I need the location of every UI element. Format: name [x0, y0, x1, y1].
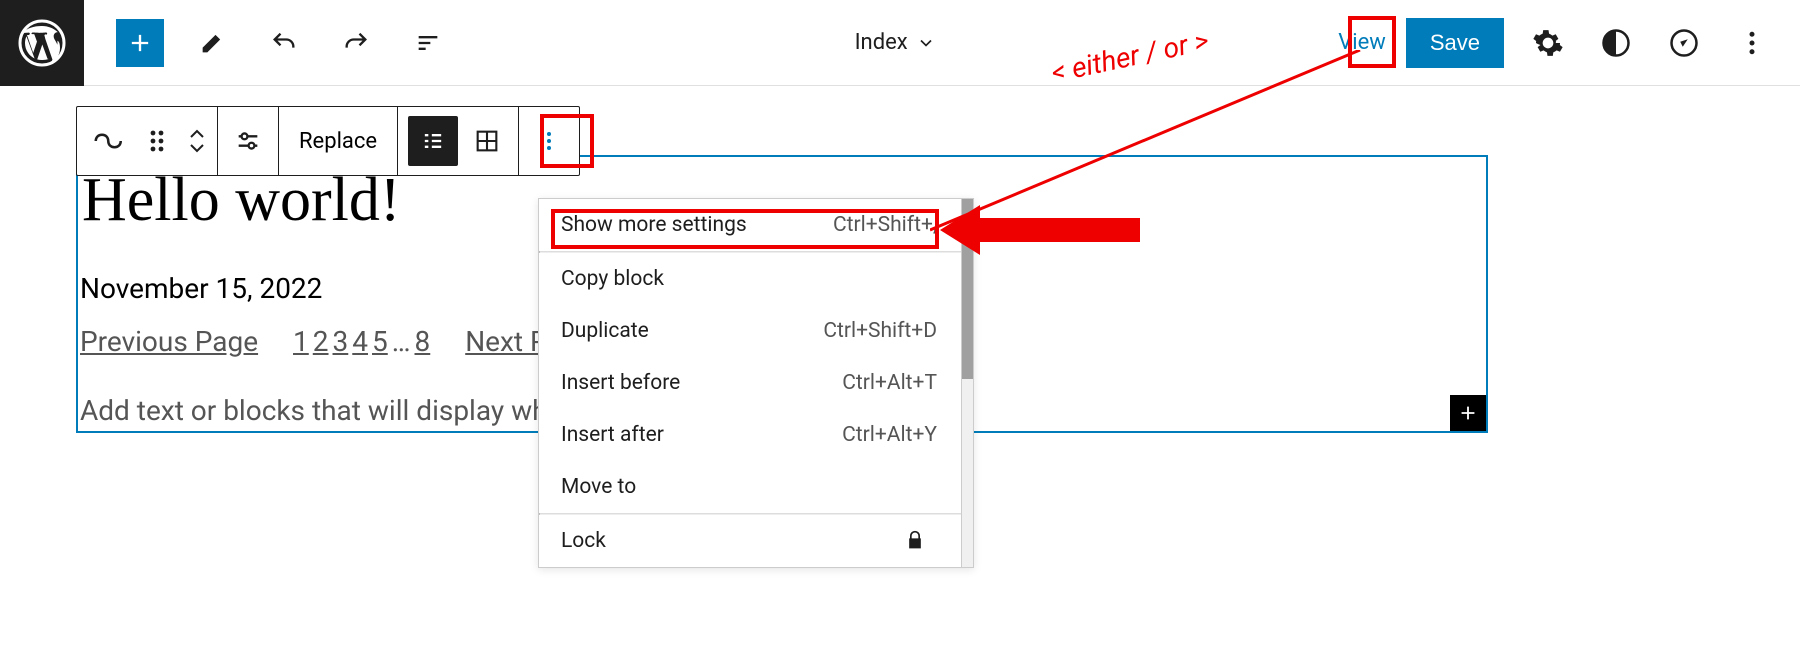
replace-button[interactable]: Replace: [279, 107, 397, 175]
add-block-inline-button[interactable]: [1450, 395, 1486, 431]
menu-show-more-settings[interactable]: Show more settings Ctrl+Shift+,: [539, 199, 973, 251]
block-toolbar: Replace: [76, 106, 580, 176]
page-numbers: 1 2 3 4 5 … 8: [293, 325, 430, 358]
prev-page-link[interactable]: Previous Page: [80, 325, 258, 358]
edit-tool-button[interactable]: [188, 19, 236, 67]
contrast-icon: [1601, 28, 1631, 58]
block-more-button[interactable]: [519, 107, 579, 175]
page-num[interactable]: 5: [372, 325, 388, 358]
drag-handle[interactable]: [137, 107, 177, 175]
menu-lock[interactable]: Lock: [539, 515, 973, 567]
more-vertical-icon: [537, 126, 561, 156]
menu-shortcut: Ctrl+Alt+T: [842, 371, 949, 395]
undo-icon: [270, 29, 298, 57]
menu-label: Move to: [561, 475, 636, 499]
gear-icon: [1532, 27, 1564, 59]
menu-label: Insert after: [561, 423, 664, 447]
document-overview-button[interactable]: [404, 19, 452, 67]
menu-move-to[interactable]: Move to: [539, 461, 973, 513]
grid-layout-icon: [473, 127, 501, 155]
more-vertical-icon: [1737, 28, 1767, 58]
page-ellipsis: …: [392, 325, 411, 358]
menu-label: Show more settings: [561, 213, 747, 237]
display-settings-button[interactable]: [218, 107, 278, 175]
plus-icon: [126, 29, 154, 57]
list-layout-button[interactable]: [408, 116, 458, 166]
more-options-button[interactable]: [1728, 19, 1776, 67]
topbar-left-tools: [84, 19, 452, 67]
chevron-up-icon: [189, 128, 205, 140]
grid-layout-button[interactable]: [462, 107, 512, 175]
lock-icon: [905, 529, 949, 553]
menu-label: Duplicate: [561, 319, 649, 343]
chevron-down-icon: [189, 142, 205, 154]
block-context-menu: Show more settings Ctrl+Shift+, Copy blo…: [538, 198, 974, 568]
menu-shortcut: Ctrl+Alt+Y: [842, 423, 949, 447]
editor-topbar: Index View Save: [0, 0, 1800, 86]
move-buttons[interactable]: [177, 107, 217, 175]
compass-icon: [1669, 28, 1699, 58]
page-num[interactable]: 4: [352, 325, 368, 358]
annotation-line: [930, 50, 1380, 240]
redo-icon: [342, 29, 370, 57]
pencil-icon: [198, 29, 226, 57]
menu-label: Insert before: [561, 371, 680, 395]
save-button[interactable]: Save: [1406, 18, 1504, 68]
menu-copy-block[interactable]: Copy block: [539, 253, 973, 305]
plus-icon: [1457, 402, 1479, 424]
topbar-right-tools: View Save: [1338, 18, 1800, 68]
query-loop-icon: [92, 126, 122, 156]
page-num[interactable]: 8: [415, 325, 431, 358]
template-name: Index: [855, 30, 908, 55]
menu-shortcut: Ctrl+Shift+D: [823, 319, 949, 343]
styles-button[interactable]: [1592, 19, 1640, 67]
add-block-button[interactable]: [116, 19, 164, 67]
block-type-button[interactable]: [77, 107, 137, 175]
wordpress-icon: [18, 19, 66, 67]
menu-label: Copy block: [561, 267, 664, 291]
redo-button[interactable]: [332, 19, 380, 67]
page-num[interactable]: 1: [293, 325, 309, 358]
menu-insert-before[interactable]: Insert before Ctrl+Alt+T: [539, 357, 973, 409]
navigation-button[interactable]: [1660, 19, 1708, 67]
drag-icon: [148, 129, 166, 153]
settings-button[interactable]: [1524, 19, 1572, 67]
list-layout-icon: [419, 127, 447, 155]
menu-insert-after[interactable]: Insert after Ctrl+Alt+Y: [539, 409, 973, 461]
sliders-icon: [234, 127, 262, 155]
wordpress-logo[interactable]: [0, 0, 84, 86]
undo-button[interactable]: [260, 19, 308, 67]
menu-label: Lock: [561, 529, 606, 553]
list-icon: [414, 29, 442, 57]
page-num[interactable]: 3: [333, 325, 349, 358]
page-num[interactable]: 2: [313, 325, 329, 358]
menu-duplicate[interactable]: Duplicate Ctrl+Shift+D: [539, 305, 973, 357]
